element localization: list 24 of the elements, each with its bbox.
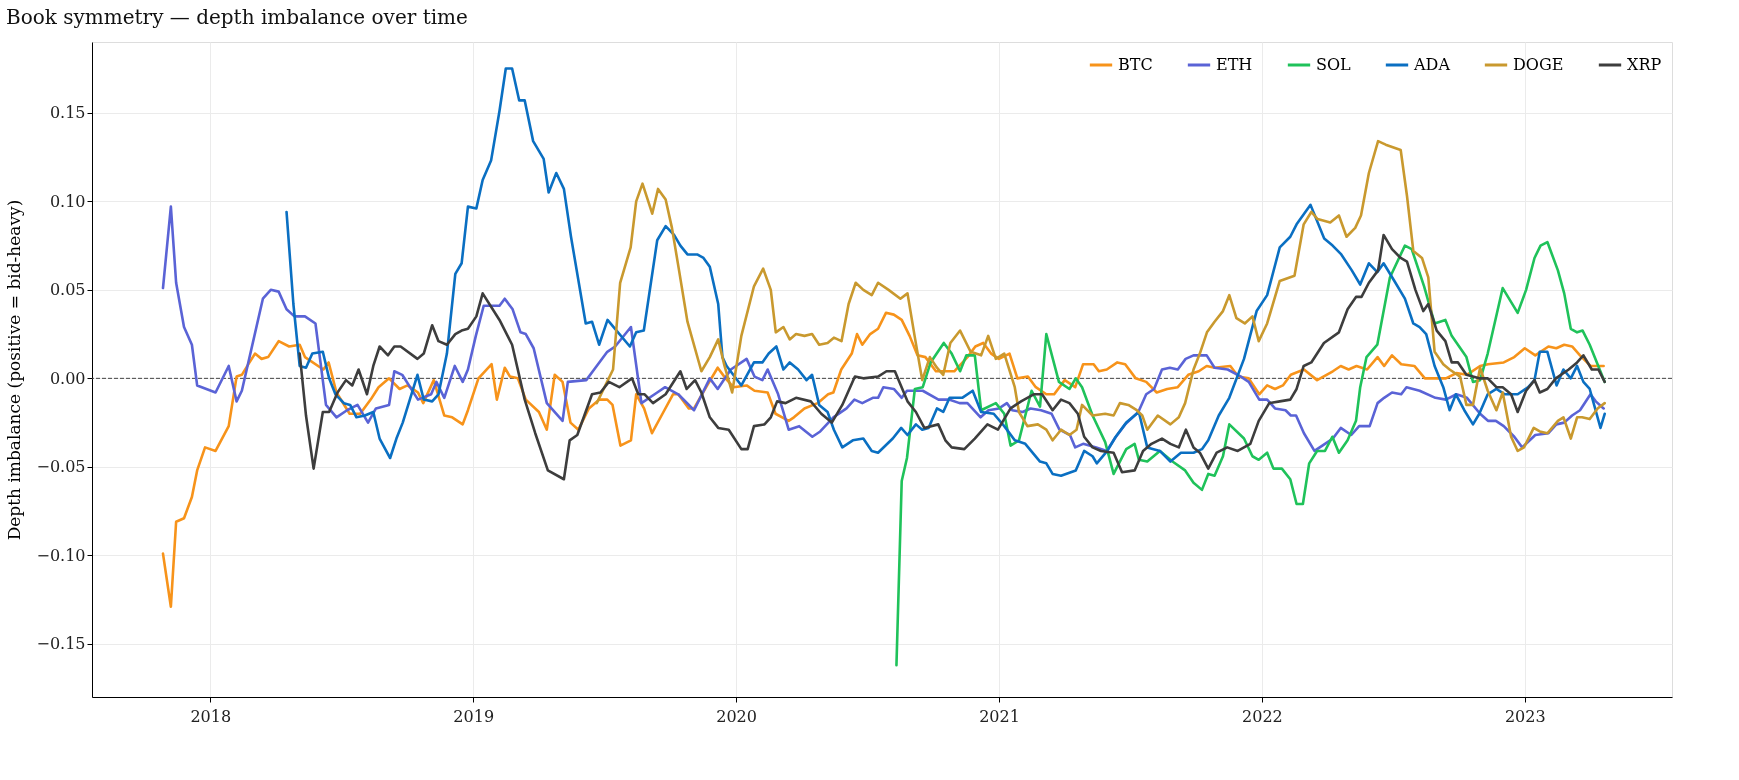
x-tick-label: 2020 <box>716 706 757 726</box>
y-tick-label: −0.10 <box>36 545 86 565</box>
x-tick-label: 2022 <box>1242 706 1283 726</box>
legend-label: XRP <box>1627 55 1662 74</box>
x-tick-label: 2021 <box>979 706 1020 726</box>
legend-label: DOGE <box>1513 55 1564 74</box>
y-tick-label: −0.05 <box>36 457 86 477</box>
legend-label: ADA <box>1413 55 1451 74</box>
y-axis-title: Depth imbalance (positive = bid-heavy) <box>4 199 25 541</box>
legend-label: BTC <box>1118 55 1153 74</box>
line-series <box>161 205 1605 453</box>
y-tick-label: 0.00 <box>49 368 86 388</box>
legend-label: SOL <box>1316 55 1352 74</box>
x-tick-label: 2019 <box>453 706 495 726</box>
line-series <box>595 139 1606 453</box>
line-series <box>895 240 1606 667</box>
legend-label: ETH <box>1216 55 1253 74</box>
y-tick-label: 0.15 <box>49 103 86 123</box>
y-tick-label: 0.05 <box>49 280 86 300</box>
y-tick-label: −0.15 <box>36 634 86 654</box>
x-tick-label: 2023 <box>1504 706 1546 726</box>
y-tick-label: 0.10 <box>49 191 86 211</box>
chart-title: Book symmetry — depth imbalance over time <box>5 5 468 29</box>
x-tick-label: 2018 <box>190 706 232 726</box>
